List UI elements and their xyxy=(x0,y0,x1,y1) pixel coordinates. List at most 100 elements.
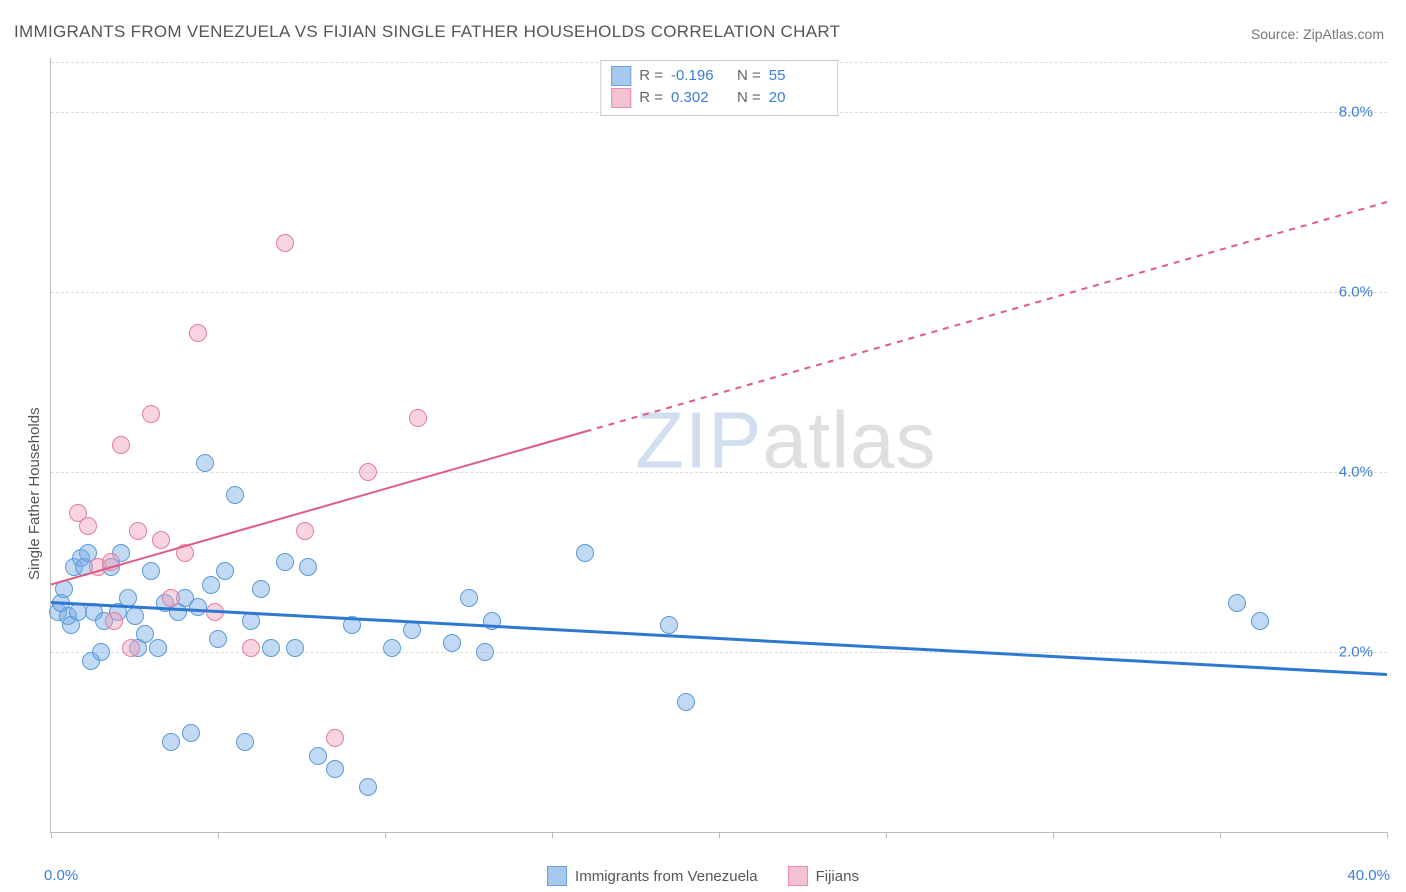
data-point-venezuela xyxy=(343,616,361,634)
legend-bottom: Immigrants from Venezuela Fijians xyxy=(547,866,859,886)
data-point-venezuela xyxy=(209,630,227,648)
stat-n-value: 55 xyxy=(769,65,827,87)
data-point-fijians xyxy=(142,405,160,423)
chart-title: IMMIGRANTS FROM VENEZUELA VS FIJIAN SING… xyxy=(14,22,840,42)
data-point-fijians xyxy=(276,234,294,252)
data-point-venezuela xyxy=(189,598,207,616)
data-point-fijians xyxy=(162,589,180,607)
data-point-venezuela xyxy=(460,589,478,607)
x-tick xyxy=(1220,832,1221,838)
data-point-venezuela xyxy=(202,576,220,594)
y-tick-label: 2.0% xyxy=(1339,644,1373,661)
data-point-venezuela xyxy=(286,639,304,657)
data-point-venezuela xyxy=(383,639,401,657)
data-point-venezuela xyxy=(677,693,695,711)
data-point-venezuela xyxy=(126,607,144,625)
swatch-fijians-icon xyxy=(611,88,631,108)
source-attribution: Source: ZipAtlas.com xyxy=(1251,26,1384,42)
data-point-fijians xyxy=(359,463,377,481)
chart-container: IMMIGRANTS FROM VENEZUELA VS FIJIAN SING… xyxy=(0,0,1406,892)
y-tick-label: 6.0% xyxy=(1339,284,1373,301)
data-point-venezuela xyxy=(483,612,501,630)
data-point-venezuela xyxy=(476,643,494,661)
data-point-venezuela xyxy=(359,778,377,796)
data-point-venezuela xyxy=(55,580,73,598)
stat-r-value: -0.196 xyxy=(671,65,729,87)
x-axis-max-label: 40.0% xyxy=(1347,867,1390,884)
data-point-venezuela xyxy=(69,603,87,621)
data-point-venezuela xyxy=(252,580,270,598)
data-point-venezuela xyxy=(236,733,254,751)
gridline-h xyxy=(51,292,1387,293)
legend-swatch-venezuela-icon xyxy=(547,866,567,886)
data-point-venezuela xyxy=(1251,612,1269,630)
data-point-venezuela xyxy=(92,643,110,661)
x-tick xyxy=(218,832,219,838)
x-tick xyxy=(1387,832,1388,838)
stat-r-label: R = xyxy=(639,87,663,109)
data-point-venezuela xyxy=(182,724,200,742)
data-point-fijians xyxy=(326,729,344,747)
stat-r-value: 0.302 xyxy=(671,87,729,109)
data-point-venezuela xyxy=(326,760,344,778)
stat-n-value: 20 xyxy=(769,87,827,109)
legend-item-venezuela: Immigrants from Venezuela xyxy=(547,866,758,886)
data-point-fijians xyxy=(102,553,120,571)
y-axis-label: Single Father Households xyxy=(26,407,43,580)
x-tick xyxy=(51,832,52,838)
trendline-dashed-fijians xyxy=(585,202,1387,432)
data-point-venezuela xyxy=(299,558,317,576)
x-tick xyxy=(1053,832,1054,838)
x-tick xyxy=(385,832,386,838)
data-point-venezuela xyxy=(1228,594,1246,612)
data-point-fijians xyxy=(112,436,130,454)
x-axis-min-label: 0.0% xyxy=(44,867,78,884)
data-point-fijians xyxy=(176,544,194,562)
correlation-stats-box: R = -0.196 N = 55 R = 0.302 N = 20 xyxy=(600,60,838,116)
gridline-h xyxy=(51,472,1387,473)
data-point-venezuela xyxy=(576,544,594,562)
data-point-fijians xyxy=(206,603,224,621)
data-point-venezuela xyxy=(226,486,244,504)
plot-area: ZIPatlas R =-0.196N =55R =0.302N =20 2.0… xyxy=(50,58,1387,833)
legend-label: Immigrants from Venezuela xyxy=(575,868,758,885)
data-point-venezuela xyxy=(403,621,421,639)
trendline-solid-fijians xyxy=(51,432,585,585)
data-point-venezuela xyxy=(196,454,214,472)
data-point-venezuela xyxy=(443,634,461,652)
stat-n-label: N = xyxy=(737,87,761,109)
data-point-venezuela xyxy=(660,616,678,634)
trend-lines-layer xyxy=(51,58,1387,832)
data-point-venezuela xyxy=(216,562,234,580)
data-point-venezuela xyxy=(242,612,260,630)
data-point-venezuela xyxy=(309,747,327,765)
x-tick xyxy=(719,832,720,838)
data-point-venezuela xyxy=(119,589,137,607)
data-point-fijians xyxy=(105,612,123,630)
data-point-fijians xyxy=(296,522,314,540)
data-point-fijians xyxy=(152,531,170,549)
data-point-fijians xyxy=(242,639,260,657)
data-point-fijians xyxy=(129,522,147,540)
data-point-venezuela xyxy=(262,639,280,657)
swatch-venezuela-icon xyxy=(611,66,631,86)
data-point-venezuela xyxy=(162,733,180,751)
legend-label: Fijians xyxy=(816,868,859,885)
stats-row-fijians: R = 0.302 N = 20 xyxy=(611,87,827,109)
data-point-venezuela xyxy=(149,639,167,657)
data-point-fijians xyxy=(189,324,207,342)
y-tick-label: 8.0% xyxy=(1339,104,1373,121)
data-point-venezuela xyxy=(142,562,160,580)
x-tick xyxy=(552,832,553,838)
y-tick-label: 4.0% xyxy=(1339,464,1373,481)
x-tick xyxy=(886,832,887,838)
stats-row-venezuela: R = -0.196 N = 55 xyxy=(611,65,827,87)
data-point-fijians xyxy=(122,639,140,657)
data-point-venezuela xyxy=(276,553,294,571)
data-point-fijians xyxy=(79,517,97,535)
stat-r-label: R = xyxy=(639,65,663,87)
stat-n-label: N = xyxy=(737,65,761,87)
legend-swatch-fijians-icon xyxy=(788,866,808,886)
legend-item-fijians: Fijians xyxy=(788,866,859,886)
data-point-fijians xyxy=(409,409,427,427)
